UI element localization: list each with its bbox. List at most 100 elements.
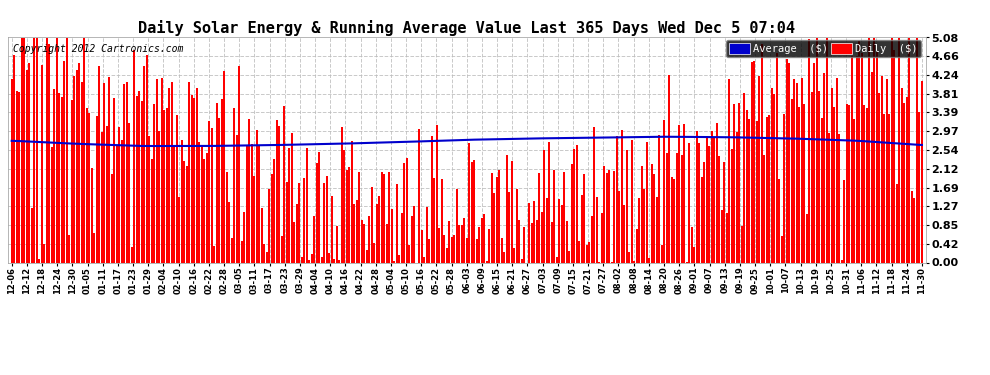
Bar — [98, 66, 100, 262]
Bar — [601, 213, 603, 262]
Bar — [413, 206, 416, 262]
Bar — [141, 101, 143, 262]
Bar — [881, 76, 883, 262]
Bar — [60, 97, 62, 262]
Bar — [739, 103, 741, 262]
Bar — [760, 44, 763, 262]
Bar — [558, 199, 560, 262]
Bar — [148, 136, 150, 262]
Bar — [426, 207, 428, 262]
Bar — [218, 118, 221, 262]
Bar — [778, 179, 780, 262]
Bar — [524, 228, 526, 262]
Bar — [329, 253, 331, 262]
Bar — [548, 142, 550, 262]
Bar — [741, 226, 742, 262]
Bar — [691, 227, 693, 262]
Bar — [165, 108, 167, 262]
Bar — [850, 56, 853, 262]
Bar — [321, 257, 323, 262]
Bar — [711, 131, 713, 262]
Bar — [196, 88, 198, 262]
Bar — [213, 246, 215, 262]
Bar — [896, 184, 898, 262]
Bar — [331, 196, 333, 262]
Bar — [758, 76, 760, 262]
Bar — [453, 235, 455, 262]
Bar — [63, 61, 65, 262]
Bar — [136, 96, 138, 262]
Bar — [375, 204, 378, 262]
Bar — [106, 126, 108, 262]
Bar — [444, 236, 446, 262]
Bar — [306, 148, 308, 262]
Bar — [536, 220, 538, 262]
Bar — [845, 104, 848, 262]
Bar — [648, 258, 650, 262]
Bar — [886, 80, 888, 262]
Bar — [434, 177, 436, 262]
Bar — [239, 66, 241, 262]
Bar — [716, 123, 718, 262]
Bar — [550, 222, 552, 262]
Bar — [118, 127, 120, 262]
Bar — [44, 244, 46, 262]
Bar — [283, 106, 285, 262]
Bar — [745, 110, 747, 262]
Bar — [360, 220, 362, 262]
Bar — [724, 162, 726, 262]
Bar — [96, 116, 98, 262]
Bar — [655, 197, 658, 262]
Bar — [291, 133, 293, 262]
Bar — [298, 183, 300, 262]
Bar — [101, 132, 103, 262]
Bar — [313, 216, 315, 262]
Bar — [46, 38, 48, 262]
Bar — [565, 221, 568, 262]
Bar — [296, 204, 298, 262]
Bar — [465, 238, 468, 262]
Bar — [841, 260, 842, 262]
Bar — [588, 242, 590, 262]
Bar — [518, 220, 521, 262]
Bar — [241, 241, 243, 262]
Bar — [634, 261, 636, 262]
Bar — [470, 162, 473, 262]
Bar — [906, 97, 908, 262]
Bar — [645, 142, 647, 262]
Bar — [348, 167, 350, 262]
Bar — [631, 140, 633, 262]
Bar — [501, 238, 503, 262]
Bar — [678, 125, 680, 262]
Bar — [671, 177, 673, 262]
Bar — [50, 147, 52, 262]
Bar — [708, 146, 711, 262]
Bar — [541, 212, 543, 262]
Bar — [616, 136, 618, 262]
Bar — [529, 202, 531, 262]
Bar — [116, 146, 118, 262]
Bar — [698, 143, 700, 262]
Bar — [463, 218, 465, 262]
Bar — [563, 171, 565, 262]
Bar — [688, 143, 690, 262]
Bar — [806, 214, 808, 262]
Bar — [773, 94, 775, 262]
Bar — [326, 176, 328, 262]
Bar — [211, 128, 213, 262]
Bar — [776, 53, 778, 262]
Bar — [429, 240, 431, 262]
Bar — [281, 236, 283, 262]
Bar — [573, 149, 575, 262]
Bar — [441, 179, 443, 262]
Bar — [193, 98, 195, 262]
Bar — [83, 38, 85, 262]
Bar — [578, 242, 580, 262]
Bar — [673, 179, 675, 262]
Bar — [919, 112, 921, 262]
Bar — [493, 194, 495, 262]
Bar — [386, 224, 388, 262]
Bar — [836, 78, 838, 262]
Bar — [275, 120, 278, 262]
Bar — [344, 150, 346, 262]
